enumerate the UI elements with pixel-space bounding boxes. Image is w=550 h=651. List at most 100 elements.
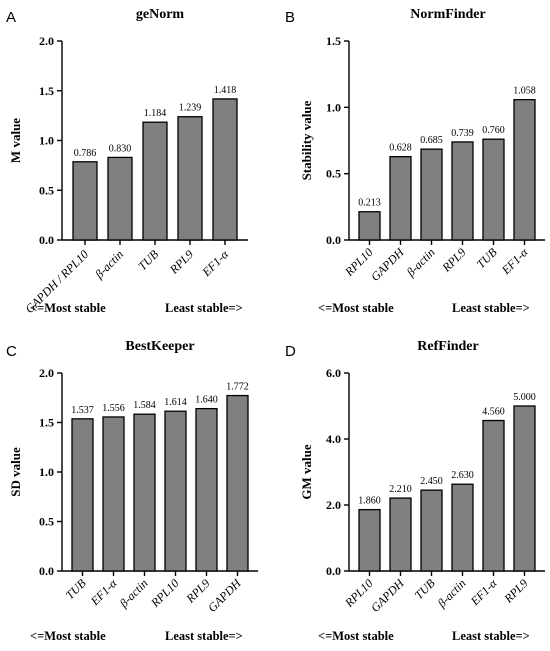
data-label: 1.184 [144, 108, 167, 119]
note-least-stable: Least stable=> [165, 629, 243, 643]
data-label: 1.537 [71, 405, 94, 416]
y-tick-label: 0.5 [39, 515, 54, 529]
bar [164, 410, 187, 572]
bar [133, 413, 156, 572]
data-label: 2.630 [451, 470, 474, 481]
bar [513, 98, 536, 241]
x-tick-label: RPL9 [439, 245, 469, 275]
note-most-stable: <=Most stable [30, 301, 106, 315]
note-least-stable: Least stable=> [452, 629, 530, 643]
data-label: 1.640 [195, 395, 218, 406]
data-label: 0.739 [451, 128, 474, 139]
bar [72, 161, 98, 241]
x-tick-label: EF1-α [498, 245, 531, 278]
bar [420, 148, 443, 241]
panel-letter: A [6, 9, 16, 26]
note-most-stable: <=Most stable [30, 629, 106, 643]
bar [451, 483, 474, 572]
y-axis-label: GM value [299, 444, 314, 499]
bar [358, 211, 381, 241]
panel-c: C BestKeeper SD value 0.0 0.5 1.0 1.5 2.0 1.537 T… [6, 339, 258, 643]
y-tick-label: 1.5 [326, 34, 341, 48]
bar [71, 418, 94, 572]
y-tick-label: 2.0 [326, 498, 341, 512]
x-tick-label: GAPDH [205, 575, 245, 615]
bar [513, 405, 536, 572]
data-label: 0.786 [74, 148, 97, 159]
data-label: 2.210 [389, 484, 412, 495]
x-tick-label: EF1-α [467, 576, 500, 609]
chart-title: geNorm [136, 7, 185, 22]
data-label: 1.584 [133, 400, 156, 411]
y-tick-label: 1.5 [39, 416, 54, 430]
bar [482, 419, 505, 572]
x-tick-label: TUB [135, 247, 161, 273]
data-label: 4.560 [482, 407, 505, 418]
y-tick-label: 0.0 [326, 233, 341, 247]
x-tick-label: TUB [412, 576, 438, 602]
y-axis-label: Stability value [299, 100, 314, 180]
data-label: 0.628 [389, 143, 412, 154]
y-tick-label: 1.0 [39, 134, 54, 148]
x-tick-label: β-actin [91, 247, 126, 282]
note-most-stable: <=Most stable [318, 629, 394, 643]
data-label: 1.556 [102, 403, 125, 414]
y-tick-label: 1.5 [39, 84, 54, 98]
x-tick-label: TUB [474, 245, 500, 271]
bar [389, 156, 412, 241]
bar [226, 394, 249, 572]
x-tick-label: GAPDH [368, 575, 408, 615]
data-label: 1.058 [513, 86, 536, 97]
x-tick-label: RPL9 [501, 576, 531, 606]
data-label: 0.685 [420, 135, 443, 146]
panel-letter: D [285, 343, 296, 360]
y-tick-label: 2.0 [39, 366, 54, 380]
panel-letter: B [285, 9, 295, 26]
bar [482, 138, 505, 241]
y-tick-label: 4.0 [326, 432, 341, 446]
y-tick-label: 0.0 [39, 564, 54, 578]
bar [142, 121, 168, 241]
x-tick-label: β-actin [434, 576, 469, 611]
data-label: 0.213 [358, 198, 381, 209]
panel-letter: C [6, 343, 17, 360]
data-label: 2.450 [420, 476, 443, 487]
note-least-stable: Least stable=> [452, 301, 530, 315]
y-axis-label: M value [8, 118, 23, 163]
y-tick-label: 0.0 [326, 564, 341, 578]
bar [177, 116, 203, 241]
y-tick-label: 0.5 [39, 183, 54, 197]
data-label: 5.000 [513, 392, 536, 403]
bar [212, 98, 238, 241]
data-label: 1.418 [214, 85, 237, 96]
x-tick-label: RPL9 [166, 247, 196, 277]
data-label: 0.760 [482, 125, 505, 136]
x-tick-label: TUB [63, 576, 89, 602]
data-label: 0.830 [109, 143, 132, 154]
x-tick-label: β-actin [403, 245, 438, 280]
data-label: 1.614 [164, 397, 187, 408]
data-label: 1.860 [358, 496, 381, 507]
bar [102, 416, 125, 572]
chart-title: BestKeeper [125, 339, 194, 354]
bar [107, 156, 133, 241]
chart-title: RefFinder [417, 339, 478, 354]
bar [420, 489, 443, 572]
x-tick-label: EF1-α [87, 576, 120, 609]
x-tick-label: β-actin [116, 576, 151, 611]
note-least-stable: Least stable=> [165, 301, 243, 315]
chart-title: NormFinder [410, 7, 485, 22]
x-tick-label: GAPDH [368, 244, 408, 284]
x-tick-label: EF1-α [199, 247, 232, 280]
y-axis-label: SD value [8, 447, 23, 497]
data-label: 1.239 [179, 103, 202, 114]
y-tick-label: 1.0 [326, 100, 341, 114]
panel-b: B NormFinder Stability value 0.0 0.5 1.0 1.5 0.… [285, 7, 545, 315]
y-tick-label: 0.0 [39, 233, 54, 247]
y-tick-label: 0.5 [326, 167, 341, 181]
y-tick-label: 2.0 [39, 34, 54, 48]
note-most-stable: <=Most stable [318, 301, 394, 315]
x-tick-label: RPL10 [147, 576, 181, 610]
